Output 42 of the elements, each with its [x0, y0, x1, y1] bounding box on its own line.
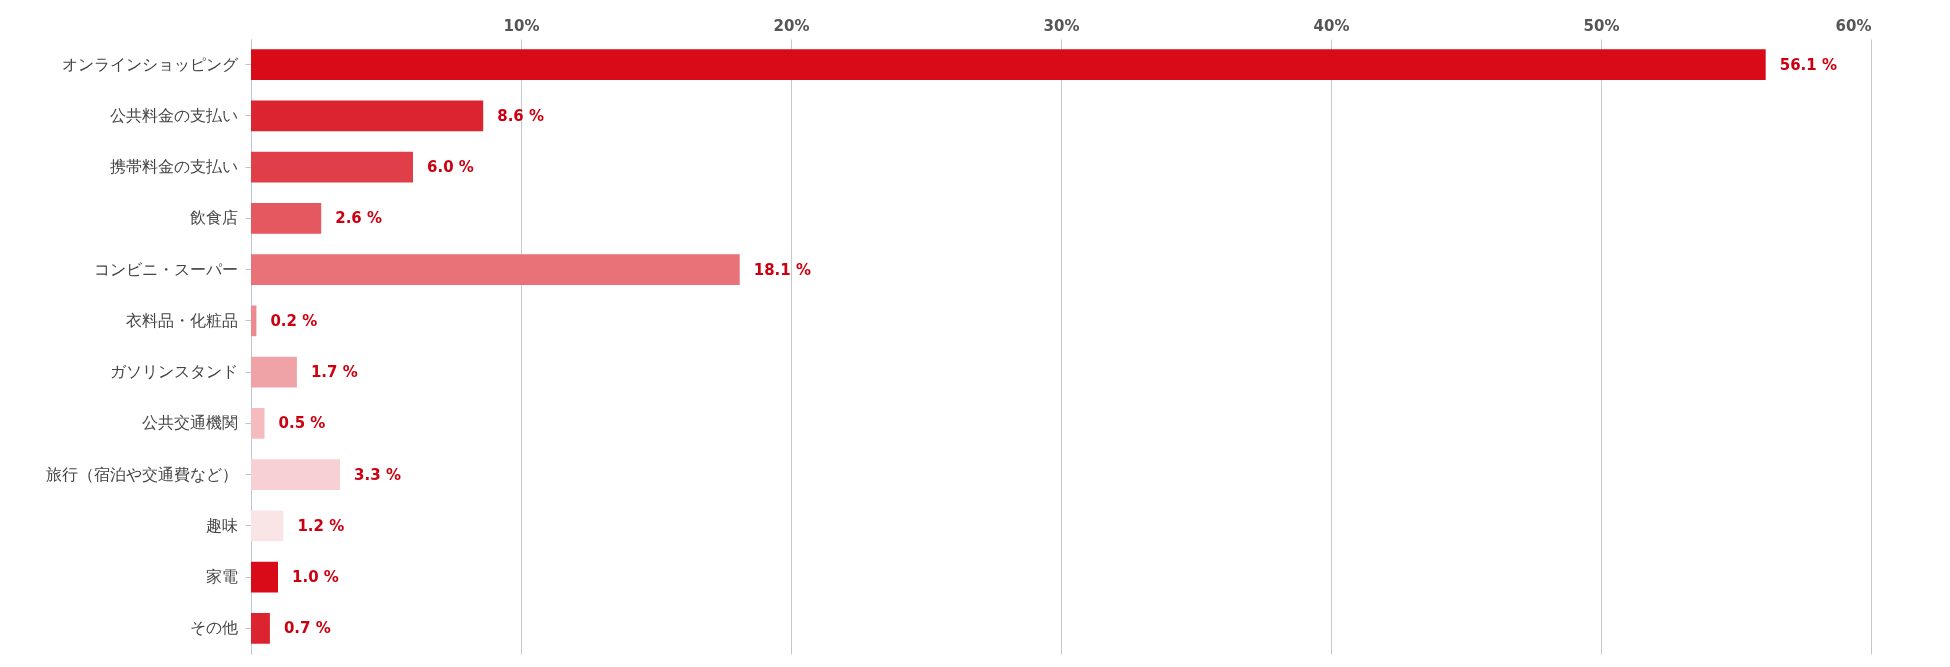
x-tick-label: 60% — [1835, 16, 1872, 35]
data-label: 6.0 % — [427, 158, 474, 177]
bar — [251, 613, 270, 644]
y-tick-label: オンラインショッピング — [61, 54, 239, 74]
data-label: 2.6 % — [335, 209, 383, 228]
x-tick-label: 20% — [773, 16, 810, 35]
bar — [251, 49, 1766, 80]
y-tick-label: 旅行（宿泊や交通費など） — [45, 464, 238, 484]
data-label: 8.6 % — [497, 106, 545, 125]
y-tick-label: その他 — [189, 618, 238, 638]
data-label: 0.7 % — [283, 619, 331, 638]
y-tick-label: ガソリンスタンド — [109, 362, 238, 382]
bar — [251, 305, 257, 337]
bar — [251, 100, 484, 132]
data-label: 0.5 % — [278, 414, 326, 433]
bar — [251, 510, 284, 542]
bar — [251, 459, 341, 490]
data-label: 1.2 % — [297, 516, 345, 535]
y-tick-label: 公共料金の支払い — [109, 105, 238, 125]
y-tick-label: 家電 — [205, 567, 238, 587]
x-tick-label: 50% — [1583, 16, 1620, 35]
x-tick-label: 40% — [1313, 16, 1350, 35]
bar — [251, 203, 322, 234]
data-label: 18.1 % — [753, 260, 811, 279]
bar — [251, 408, 265, 439]
data-label: 1.0 % — [292, 568, 339, 587]
bar — [251, 151, 413, 183]
x-tick-label: 10% — [503, 16, 540, 35]
y-tick-label: 飲食店 — [189, 208, 238, 228]
y-tick-label: 趣味 — [205, 515, 238, 535]
data-label: 3.3 % — [354, 465, 401, 484]
data-label: 1.7 % — [310, 363, 358, 382]
y-tick-label: コンビニ・スーパー — [93, 259, 238, 279]
y-tick-label: 携帯料金の支払い — [109, 157, 238, 177]
data-label: 0.2 % — [270, 311, 318, 330]
y-tick-label: 公共交通機関 — [141, 413, 238, 433]
x-tick-label: 30% — [1043, 16, 1080, 35]
bar — [251, 356, 297, 388]
data-label: 56.1 % — [1779, 55, 1837, 74]
bar — [251, 254, 740, 285]
bar — [251, 561, 278, 593]
y-tick-label: 衣料品・化粧品 — [125, 310, 238, 330]
